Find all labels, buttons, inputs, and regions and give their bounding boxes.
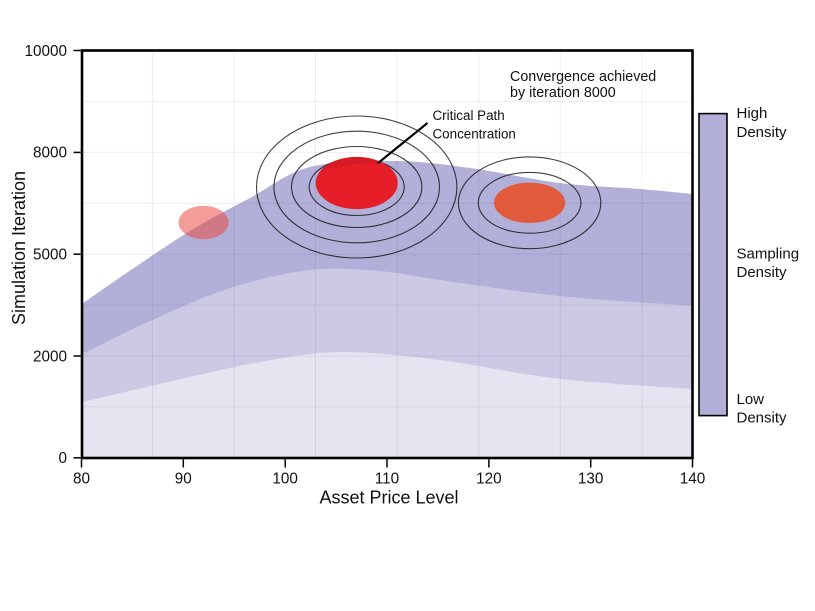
- svg-text:Concentration: Concentration: [433, 126, 516, 141]
- svg-text:Asset Price Level: Asset Price Level: [319, 487, 458, 507]
- svg-text:Density: Density: [737, 410, 788, 427]
- svg-text:140: 140: [680, 471, 706, 488]
- svg-text:8000: 8000: [33, 145, 67, 162]
- svg-text:10000: 10000: [24, 43, 67, 60]
- svg-text:Simulation Iteration: Simulation Iteration: [9, 171, 29, 325]
- svg-text:Density: Density: [737, 264, 788, 281]
- svg-text:5000: 5000: [33, 247, 67, 264]
- svg-text:Sampling: Sampling: [737, 245, 800, 262]
- svg-text:80: 80: [73, 471, 90, 488]
- svg-text:0: 0: [58, 450, 67, 467]
- svg-text:High: High: [737, 105, 768, 122]
- svg-text:Convergence achieved: Convergence achieved: [510, 69, 656, 85]
- svg-text:Critical Path: Critical Path: [433, 108, 505, 123]
- svg-text:Density: Density: [737, 124, 788, 141]
- svg-text:120: 120: [476, 471, 502, 488]
- svg-text:110: 110: [375, 471, 399, 488]
- svg-text:90: 90: [175, 471, 192, 488]
- svg-text:2000: 2000: [33, 348, 67, 365]
- svg-text:100: 100: [272, 471, 298, 488]
- svg-text:130: 130: [578, 471, 604, 488]
- svg-text:Low: Low: [737, 391, 765, 408]
- svg-text:by iteration 8000: by iteration 8000: [510, 85, 616, 101]
